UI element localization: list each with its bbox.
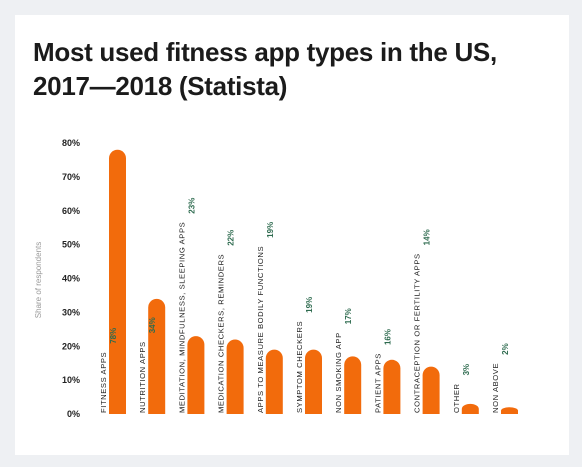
value-label: 3% bbox=[462, 364, 471, 376]
bar bbox=[265, 349, 283, 414]
value-label: 34% bbox=[148, 317, 157, 333]
category-label: MEDITATION, MINDFULNESS, SLEEPING APPS bbox=[177, 222, 186, 413]
bar bbox=[344, 356, 362, 414]
bar bbox=[109, 149, 126, 414]
y-tick-label: 60% bbox=[62, 206, 80, 216]
y-tick-label: 20% bbox=[62, 341, 80, 351]
y-tick-label: 30% bbox=[62, 307, 80, 317]
category-label: NON SMOKING APP bbox=[334, 332, 343, 413]
value-label: 19% bbox=[266, 222, 275, 238]
y-tick-label: 10% bbox=[62, 375, 80, 385]
value-label: 14% bbox=[423, 229, 432, 245]
value-label: 19% bbox=[305, 297, 314, 313]
bar bbox=[501, 407, 518, 414]
bar bbox=[383, 359, 401, 414]
y-tick-label: 70% bbox=[62, 172, 80, 182]
chart-title: Most used fitness app types in the US, 2… bbox=[33, 37, 497, 101]
category-label: MEDICATION CHECKERS, REMINDERS bbox=[217, 254, 226, 413]
value-label: 2% bbox=[501, 343, 510, 355]
value-label: 22% bbox=[227, 230, 236, 246]
category-label: FITNESS APPS bbox=[99, 352, 108, 413]
category-label: APPS TO MEASURE BODILY FUNCTIONS bbox=[256, 246, 265, 413]
y-tick-label: 0% bbox=[67, 409, 80, 419]
category-label: NON ABOVE bbox=[491, 363, 500, 413]
bar bbox=[305, 349, 322, 414]
category-label: SYMPTOM CHECKERS bbox=[295, 321, 304, 413]
y-tick-label: 80% bbox=[62, 138, 80, 148]
value-label: 16% bbox=[383, 329, 392, 345]
y-tick-label: 40% bbox=[62, 274, 80, 284]
bar bbox=[187, 336, 205, 414]
y-axis-label: Share of respondents bbox=[34, 242, 43, 319]
chart-card: Most used fitness app types in the US, 2… bbox=[15, 15, 569, 455]
category-label: OTHER bbox=[452, 383, 461, 413]
value-label: 23% bbox=[187, 198, 196, 214]
y-tick-label: 50% bbox=[62, 240, 80, 250]
category-label: NUTRITION APPS bbox=[138, 341, 147, 413]
value-label: 78% bbox=[109, 328, 118, 344]
bar bbox=[422, 366, 440, 414]
bar bbox=[226, 339, 244, 414]
bar bbox=[461, 403, 479, 414]
category-label: PATIENT APPS bbox=[373, 353, 382, 413]
value-label: 17% bbox=[344, 308, 353, 324]
y-axis: 0% 10% 20% 30% 40% 50% 60% 70% 80% bbox=[62, 138, 80, 419]
category-label: CONTRACEPTION OR FERTILITY APPS bbox=[413, 253, 422, 413]
bar bbox=[148, 298, 166, 414]
